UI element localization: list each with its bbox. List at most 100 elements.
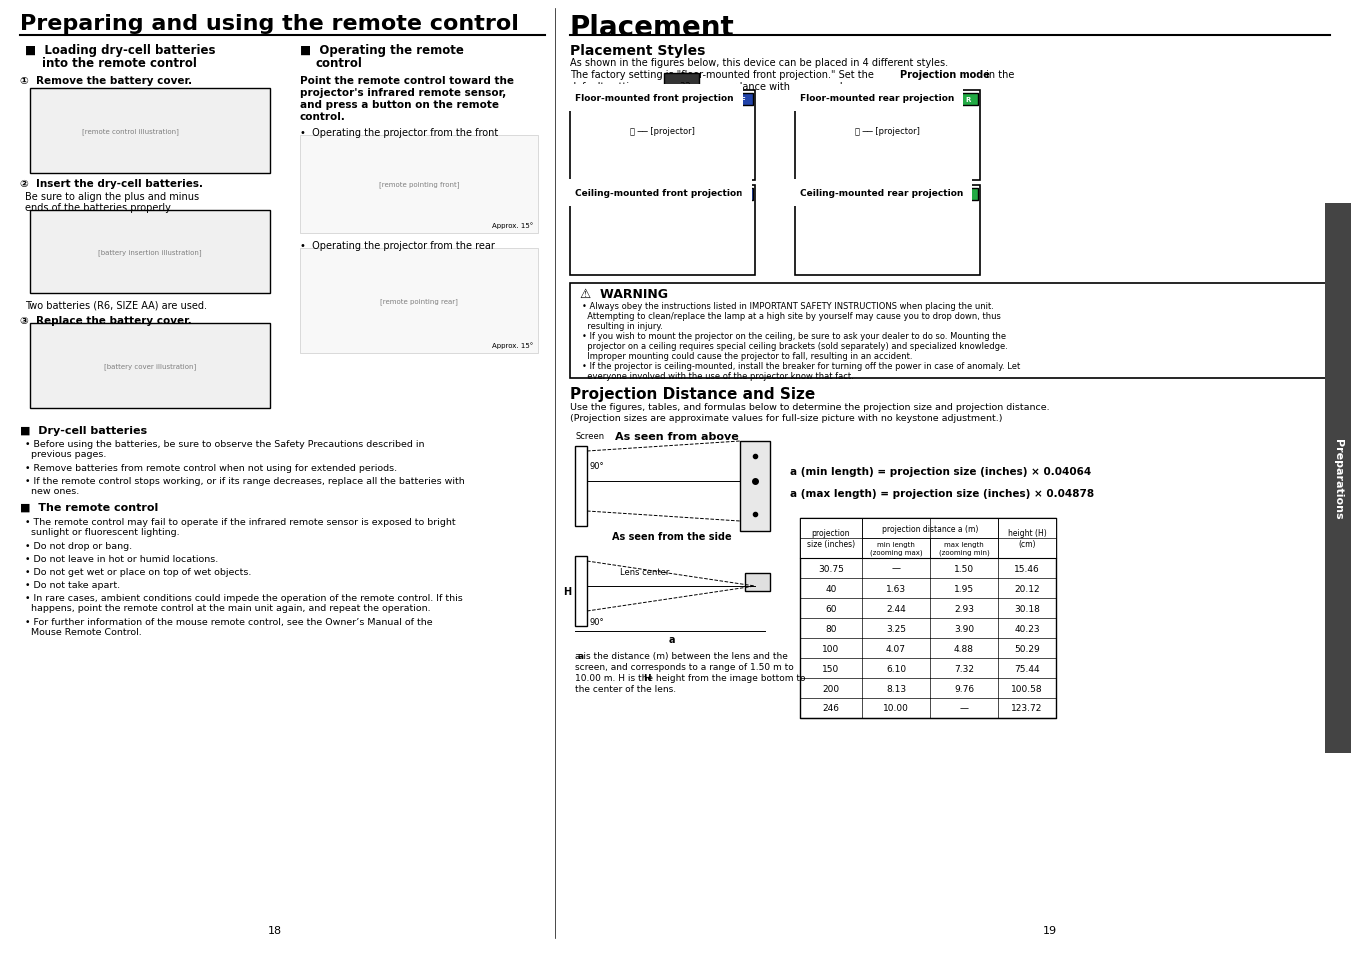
Text: 15.46: 15.46 [1015, 564, 1040, 573]
Text: 50.29: 50.29 [1015, 644, 1040, 653]
Text: • Do not leave in hot or humid locations.: • Do not leave in hot or humid locations… [26, 555, 219, 563]
Text: in the: in the [984, 70, 1015, 80]
Text: 150: 150 [823, 664, 839, 673]
Text: ■  Operating the remote: ■ Operating the remote [300, 44, 463, 57]
Text: ①  Remove the battery cover.: ① Remove the battery cover. [20, 76, 192, 86]
Text: ⚠  WARNING: ⚠ WARNING [580, 288, 667, 301]
Text: 90°: 90° [589, 618, 604, 626]
Text: Floor-mounted rear projection: Floor-mounted rear projection [800, 94, 954, 103]
Text: projection distance a (m): projection distance a (m) [882, 524, 978, 533]
Text: 100: 100 [823, 644, 839, 653]
Text: 20.12: 20.12 [1015, 584, 1040, 593]
Bar [30, 211, 270, 294]
Text: 8.13: 8.13 [886, 684, 907, 693]
Bar [300, 249, 538, 354]
Text: a is the distance (m) between the lens and the: a is the distance (m) between the lens a… [576, 651, 788, 660]
Text: into the remote control: into the remote control [42, 57, 197, 70]
Text: 👤 ── [projector]: 👤 ── [projector] [855, 127, 920, 135]
Bar [862, 518, 998, 538]
Text: projector on a ceiling requires special ceiling brackets (sold separately) and s: projector on a ceiling requires special … [582, 341, 1008, 351]
Text: 60: 60 [825, 604, 836, 613]
Text: Placement: Placement [570, 14, 735, 42]
Text: 6.10: 6.10 [886, 664, 907, 673]
Bar [570, 284, 1329, 378]
Text: projector's infrared remote sensor,: projector's infrared remote sensor, [300, 88, 507, 98]
Text: Approx. 15°: Approx. 15° [492, 222, 534, 229]
Text: [remote pointing front]: [remote pointing front] [378, 181, 459, 188]
Text: 200: 200 [823, 684, 839, 693]
Text: 90°: 90° [589, 461, 604, 471]
Text: 1.95: 1.95 [954, 584, 974, 593]
Bar [576, 557, 586, 626]
Text: 3.90: 3.90 [954, 624, 974, 633]
Text: 3.25: 3.25 [886, 624, 907, 633]
Text: • Do not get wet or place on top of wet objects.: • Do not get wet or place on top of wet … [26, 567, 251, 577]
Text: control.: control. [300, 112, 346, 122]
Text: ②  Insert the dry-cell batteries.: ② Insert the dry-cell batteries. [20, 179, 203, 189]
Text: Be sure to align the plus and minus: Be sure to align the plus and minus [26, 192, 199, 202]
Bar [958, 189, 978, 201]
Text: 10.00 m. H is the height from the image bottom to: 10.00 m. H is the height from the image … [576, 673, 805, 682]
Bar [958, 94, 978, 106]
Text: • Do not drop or bang.: • Do not drop or bang. [26, 541, 132, 551]
Text: Attempting to clean/replace the lamp at a high site by yourself may cause you to: Attempting to clean/replace the lamp at … [582, 312, 1001, 320]
Bar [744, 574, 770, 592]
Text: ■  Dry-cell batteries: ■ Dry-cell batteries [20, 426, 147, 436]
Text: H: H [643, 673, 651, 682]
Text: [battery insertion illustration]: [battery insertion illustration] [99, 250, 201, 256]
Bar [30, 324, 270, 409]
Text: H: H [563, 586, 571, 597]
Text: 9.76: 9.76 [954, 684, 974, 693]
Text: 19: 19 [1043, 925, 1056, 935]
Text: As seen from above: As seen from above [615, 432, 739, 441]
Text: Screen: Screen [576, 432, 604, 440]
Text: ③  Replace the battery cover.: ③ Replace the battery cover. [20, 315, 192, 326]
Bar [576, 447, 586, 526]
Text: ends of the batteries properly.: ends of the batteries properly. [26, 203, 173, 213]
Text: a: a [669, 635, 676, 644]
Text: • If the remote control stops working, or if its range decreases, replace all th: • If the remote control stops working, o… [26, 476, 465, 496]
Text: 18: 18 [267, 925, 282, 935]
Text: 246: 246 [823, 703, 839, 713]
Text: • Do not take apart.: • Do not take apart. [26, 580, 120, 589]
Text: default setting menu      , in accordance with your needs.: default setting menu , in accordance wit… [570, 82, 851, 91]
Text: [remote control illustration]: [remote control illustration] [81, 129, 178, 135]
Bar [570, 186, 755, 275]
Bar [734, 94, 753, 106]
Text: 75.44: 75.44 [1015, 664, 1040, 673]
Text: 4.07: 4.07 [886, 644, 907, 653]
Bar [570, 91, 755, 181]
Text: • Before using the batteries, be sure to observe the Safety Precautions describe: • Before using the batteries, be sure to… [26, 439, 424, 459]
Text: 2.44: 2.44 [886, 604, 907, 613]
Text: —: — [959, 703, 969, 713]
Text: • In rare cases, ambient conditions could impede the operation of the remote con: • In rare cases, ambient conditions coul… [26, 594, 463, 613]
Text: Preparing and using the remote control: Preparing and using the remote control [20, 14, 519, 34]
Text: Two batteries (R6, SIZE AA) are used.: Two batteries (R6, SIZE AA) are used. [26, 301, 207, 311]
Text: 80: 80 [825, 624, 836, 633]
Text: 123.72: 123.72 [1012, 703, 1043, 713]
Text: [remote pointing rear]: [remote pointing rear] [380, 298, 458, 305]
Text: (Projection sizes are approximate values for full-size picture with no keystone : (Projection sizes are approximate values… [570, 414, 1002, 422]
Text: and press a button on the remote: and press a button on the remote [300, 100, 499, 110]
Text: Use the figures, tables, and formulas below to determine the projection size and: Use the figures, tables, and formulas be… [570, 402, 1050, 412]
Text: [battery cover illustration]: [battery cover illustration] [104, 363, 196, 370]
Text: 30.75: 30.75 [819, 564, 844, 573]
Text: min length
(zooming max): min length (zooming max) [870, 541, 923, 556]
Bar [794, 186, 979, 275]
Text: • Remove batteries from remote control when not using for extended periods.: • Remove batteries from remote control w… [26, 463, 397, 473]
Text: a: a [578, 651, 584, 660]
Text: Preparations: Preparations [1333, 438, 1343, 518]
Text: 👤 ── [projector]: 👤 ── [projector] [630, 127, 694, 135]
Text: Floor-mounted front projection: Floor-mounted front projection [576, 94, 734, 103]
Bar [800, 518, 862, 558]
Bar [734, 189, 753, 201]
Text: Projection Distance and Size: Projection Distance and Size [570, 387, 815, 401]
Text: ■  The remote control: ■ The remote control [20, 502, 158, 513]
Bar [30, 89, 270, 173]
Text: Projection mode: Projection mode [900, 70, 990, 80]
Text: projection
size (inches): projection size (inches) [807, 529, 855, 548]
Text: Lens center: Lens center [620, 567, 669, 577]
Text: •  Operating the projector from the rear: • Operating the projector from the rear [300, 241, 494, 251]
Text: 1.50: 1.50 [954, 564, 974, 573]
Text: •  Operating the projector from the front: • Operating the projector from the front [300, 128, 499, 138]
